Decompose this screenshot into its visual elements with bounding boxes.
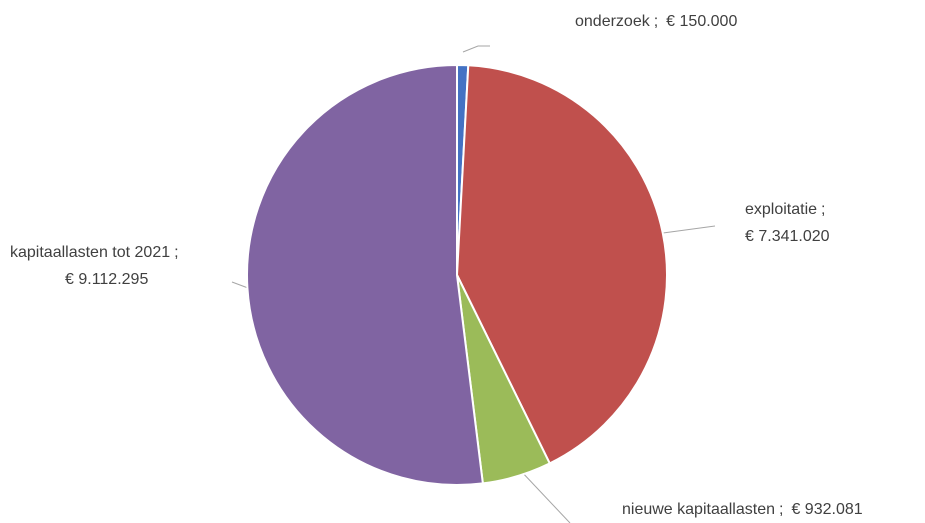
leader-line [462,45,490,53]
data-label: kapitaallasten tot 2021; [10,244,179,261]
pie-slice [246,63,484,486]
value-label: € 9.112.295 [65,271,148,288]
value-label: € 7.341.020 [745,228,830,245]
data-label: onderzoek; € 150.000 [575,13,737,30]
leader-line [662,225,716,234]
data-label: exploitatie; [745,201,826,218]
label-separator: ; [174,244,178,261]
value-label: € 150.000 [666,13,737,30]
pie-slice [455,64,668,465]
category-label: kapitaallasten tot 2021 [10,244,170,261]
leader-line [519,469,571,523]
category-label: onderzoek [575,13,651,30]
leader-line [231,281,249,289]
category-label: nieuwe kapitaallasten [622,501,775,518]
value-label: € 932.081 [791,501,862,518]
label-separator: ; [779,501,783,518]
label-separator: ; [654,13,658,30]
label-separator: ; [821,201,825,218]
data-label: nieuwe kapitaallasten; € 932.081 [622,501,863,518]
category-label: exploitatie [745,201,817,218]
